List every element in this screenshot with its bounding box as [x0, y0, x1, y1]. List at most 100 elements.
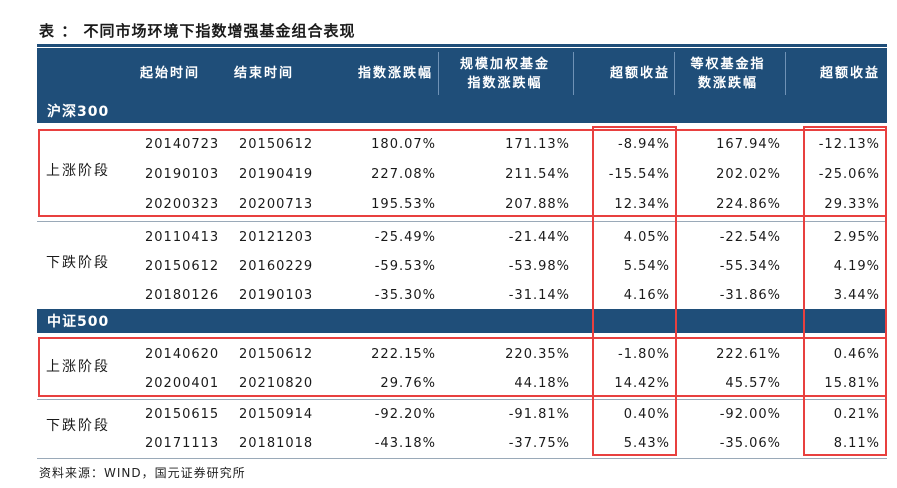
- cell-index-change: 227.08%: [371, 166, 436, 182]
- cell-scale-weighted: -53.98%: [508, 258, 570, 274]
- cell-index-change: -35.30%: [374, 287, 436, 303]
- cell-scale-weighted: -31.14%: [508, 287, 570, 303]
- section-label: 沪深300: [47, 104, 110, 120]
- cell-scale-weighted: 220.35%: [505, 346, 570, 362]
- header-excess-2: 超额收益: [819, 66, 880, 81]
- cell-start: 20171113: [145, 435, 220, 451]
- header-equal-weighted-line1: 等权基金指: [690, 56, 766, 72]
- group-separator: [37, 399, 887, 400]
- cell-end: 20160229: [239, 258, 314, 274]
- cell-start: 20190103: [145, 166, 220, 182]
- table-header: 起始时间 结束时间 指数涨跌幅 规模加权基金 指数涨跌幅 超额收益 等权基金指 …: [37, 48, 887, 99]
- cell-equal-weighted: 222.61%: [716, 346, 781, 362]
- cell-start: 20150612: [145, 258, 220, 274]
- cell-start: 20150615: [145, 406, 220, 422]
- cell-scale-weighted: 171.13%: [505, 136, 570, 152]
- cell-index-change: -43.18%: [374, 435, 436, 451]
- cell-excess-1: 4.16%: [623, 287, 670, 303]
- header-scale-weighted: 规模加权基金 指数涨跌幅: [440, 48, 570, 99]
- cell-scale-weighted: 44.18%: [514, 375, 570, 391]
- table-row: 20180126 20190103 -35.30% -31.14% 4.16% …: [37, 280, 887, 310]
- cell-end: 20150914: [239, 406, 314, 422]
- cell-excess-2: 8.11%: [833, 435, 880, 451]
- cell-excess-1: -8.94%: [618, 136, 670, 152]
- cell-excess-1: 5.43%: [623, 435, 670, 451]
- header-divider: [785, 52, 786, 95]
- cell-end: 20210820: [239, 375, 314, 391]
- cell-end: 20200713: [239, 196, 314, 212]
- table-title: 表 ： 不同市场环境下指数增强基金组合表现: [39, 22, 356, 40]
- cell-equal-weighted: 167.94%: [716, 136, 781, 152]
- section-hs300: 沪深300: [37, 99, 887, 123]
- cell-end: 20190419: [239, 166, 314, 182]
- header-index-change: 指数涨跌幅: [357, 66, 433, 81]
- header-scale-weighted-line1: 规模加权基金: [459, 56, 550, 72]
- table-row: 20140620 20150612 222.15% 220.35% -1.80%…: [37, 339, 887, 369]
- title-rule: [37, 44, 887, 47]
- cell-excess-1: 14.42%: [614, 375, 670, 391]
- section-label: 中证500: [47, 314, 110, 330]
- cell-index-change: 195.53%: [371, 196, 436, 212]
- cell-index-change: 29.76%: [380, 375, 436, 391]
- header-divider: [573, 52, 574, 95]
- section-csi500: 中证500: [37, 309, 887, 333]
- cell-excess-1: -15.54%: [608, 166, 670, 182]
- header-end: 结束时间: [234, 66, 295, 81]
- cell-end: 20150612: [239, 136, 314, 152]
- table-row: 20190103 20190419 227.08% 211.54% -15.54…: [37, 159, 887, 189]
- stage-label: 上涨阶段: [46, 359, 110, 375]
- cell-scale-weighted: -21.44%: [508, 229, 570, 245]
- cell-excess-1: -1.80%: [618, 346, 670, 362]
- cell-end: 20121203: [239, 229, 314, 245]
- table-row: 20150615 20150914 -92.20% -91.81% 0.40% …: [37, 399, 887, 429]
- table-row: 20200323 20200713 195.53% 207.88% 12.34%…: [37, 189, 887, 219]
- cell-excess-2: 15.81%: [824, 375, 880, 391]
- cell-equal-weighted: 202.02%: [716, 166, 781, 182]
- cell-equal-weighted: -22.54%: [719, 229, 781, 245]
- cell-start: 20180126: [145, 287, 220, 303]
- cell-equal-weighted: 45.57%: [725, 375, 781, 391]
- header-equal-weighted: 等权基金指 数涨跌幅: [676, 48, 780, 99]
- cell-excess-2: 0.21%: [833, 406, 880, 422]
- header-scale-weighted-line2: 指数涨跌幅: [467, 75, 543, 91]
- header-equal-weighted-line2: 数涨跌幅: [697, 75, 758, 91]
- cell-excess-2: 4.19%: [833, 258, 880, 274]
- cell-scale-weighted: -91.81%: [508, 406, 570, 422]
- cell-equal-weighted: -92.00%: [719, 406, 781, 422]
- cell-excess-1: 4.05%: [623, 229, 670, 245]
- cell-excess-2: -12.13%: [818, 136, 880, 152]
- table-row: 20110413 20121203 -25.49% -21.44% 4.05% …: [37, 222, 887, 252]
- stage-label: 下跌阶段: [46, 418, 110, 434]
- header-divider: [438, 52, 439, 95]
- header-start: 起始时间: [140, 66, 201, 81]
- cell-end: 20150612: [239, 346, 314, 362]
- cell-equal-weighted: -31.86%: [719, 287, 781, 303]
- cell-start: 20110413: [145, 229, 220, 245]
- cell-start: 20200401: [145, 375, 220, 391]
- cell-excess-2: 0.46%: [833, 346, 880, 362]
- source-note: 资料来源：WIND，国元证券研究所: [39, 466, 246, 480]
- cell-end: 20181018: [239, 435, 314, 451]
- cell-excess-2: 2.95%: [833, 229, 880, 245]
- cell-scale-weighted: -37.75%: [508, 435, 570, 451]
- cell-end: 20190103: [239, 287, 314, 303]
- cell-scale-weighted: 211.54%: [505, 166, 570, 182]
- cell-index-change: 222.15%: [371, 346, 436, 362]
- cell-index-change: -92.20%: [374, 406, 436, 422]
- stage-label: 下跌阶段: [46, 255, 110, 271]
- stage-label: 上涨阶段: [46, 163, 110, 179]
- cell-excess-2: -25.06%: [818, 166, 880, 182]
- cell-index-change: -25.49%: [374, 229, 436, 245]
- table-row: 20171113 20181018 -43.18% -37.75% 5.43% …: [37, 428, 887, 458]
- cell-equal-weighted: -35.06%: [719, 435, 781, 451]
- cell-index-change: -59.53%: [374, 258, 436, 274]
- cell-excess-2: 29.33%: [824, 196, 880, 212]
- cell-equal-weighted: -55.34%: [719, 258, 781, 274]
- cell-scale-weighted: 207.88%: [505, 196, 570, 212]
- cell-excess-1: 0.40%: [623, 406, 670, 422]
- cell-start: 20140723: [145, 136, 220, 152]
- table-row: 20150612 20160229 -59.53% -53.98% 5.54% …: [37, 251, 887, 281]
- cell-excess-2: 3.44%: [833, 287, 880, 303]
- cell-equal-weighted: 224.86%: [716, 196, 781, 212]
- cell-start: 20140620: [145, 346, 220, 362]
